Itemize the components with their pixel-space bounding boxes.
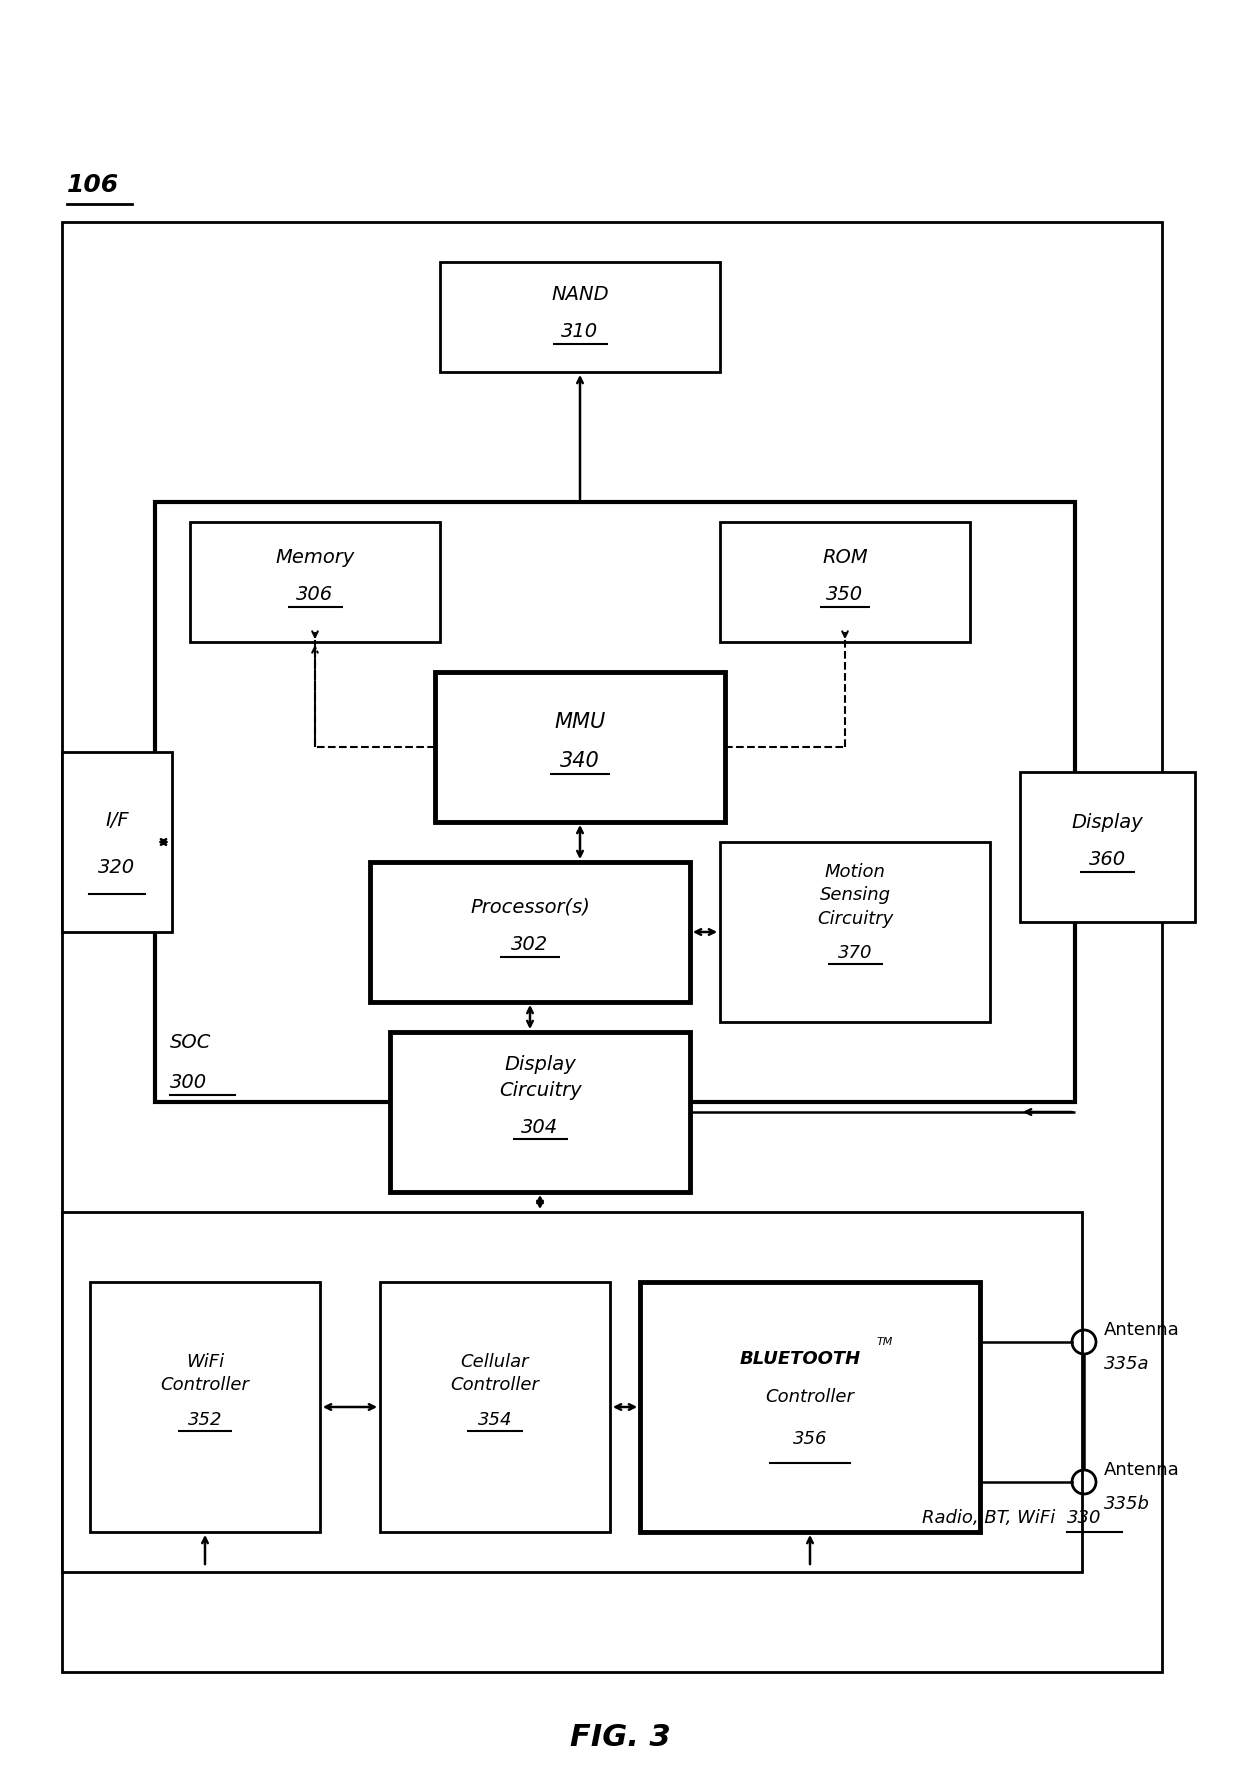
Bar (62, 222, 1162, 1672)
Text: Controller: Controller (160, 1376, 249, 1394)
Text: 302: 302 (511, 935, 548, 953)
Text: FIG. 3: FIG. 3 (569, 1722, 671, 1751)
Text: MMU: MMU (554, 711, 605, 731)
Text: Processor(s): Processor(s) (470, 898, 590, 918)
Bar (62, 1211, 1083, 1572)
Text: 320: 320 (98, 858, 135, 876)
Bar (370, 862, 689, 1002)
Text: Cellular: Cellular (461, 1353, 529, 1371)
Bar (62, 753, 172, 932)
Bar (440, 262, 720, 373)
Text: 106: 106 (67, 174, 119, 197)
Bar (640, 1281, 980, 1532)
Bar (435, 672, 725, 823)
Text: BLUETOOTH: BLUETOOTH (739, 1349, 861, 1367)
Bar (190, 521, 440, 642)
Text: Radio, BT, WiFi: Radio, BT, WiFi (923, 1509, 1066, 1527)
Bar (391, 1032, 689, 1192)
Bar (1021, 772, 1195, 923)
Text: 300: 300 (170, 1073, 207, 1091)
Text: I/F: I/F (105, 810, 129, 830)
Text: 356: 356 (792, 1430, 827, 1448)
Text: 304: 304 (522, 1118, 558, 1136)
Text: Antenna: Antenna (1104, 1321, 1179, 1339)
Text: NAND: NAND (552, 285, 609, 305)
Text: Circuitry: Circuitry (498, 1081, 582, 1100)
Text: 352: 352 (187, 1410, 222, 1428)
Bar (720, 842, 990, 1021)
Text: Memory: Memory (275, 548, 355, 566)
Text: Antenna: Antenna (1104, 1460, 1179, 1478)
Text: Display: Display (505, 1055, 575, 1073)
Bar (720, 521, 970, 642)
Text: 335b: 335b (1104, 1495, 1149, 1512)
Bar (379, 1281, 610, 1532)
Text: 360: 360 (1089, 849, 1126, 869)
Text: 350: 350 (826, 586, 863, 604)
Text: 310: 310 (562, 323, 599, 340)
Text: TM: TM (877, 1337, 893, 1348)
Bar (91, 1281, 320, 1532)
Text: SOC: SOC (170, 1032, 211, 1052)
Text: ROM: ROM (822, 548, 868, 566)
Text: Controller: Controller (765, 1389, 854, 1407)
Text: Motion: Motion (825, 864, 885, 882)
Text: Sensing: Sensing (820, 887, 890, 905)
Text: Circuitry: Circuitry (817, 910, 893, 928)
Text: 335a: 335a (1104, 1355, 1149, 1373)
Text: 370: 370 (838, 944, 872, 962)
Bar (155, 502, 1075, 1102)
Text: Controller: Controller (450, 1376, 539, 1394)
Text: 354: 354 (477, 1410, 512, 1428)
Text: 330: 330 (1066, 1509, 1101, 1527)
Text: 306: 306 (296, 586, 334, 604)
Text: WiFi: WiFi (186, 1353, 224, 1371)
Text: 340: 340 (560, 751, 600, 771)
Text: Display: Display (1071, 814, 1143, 831)
